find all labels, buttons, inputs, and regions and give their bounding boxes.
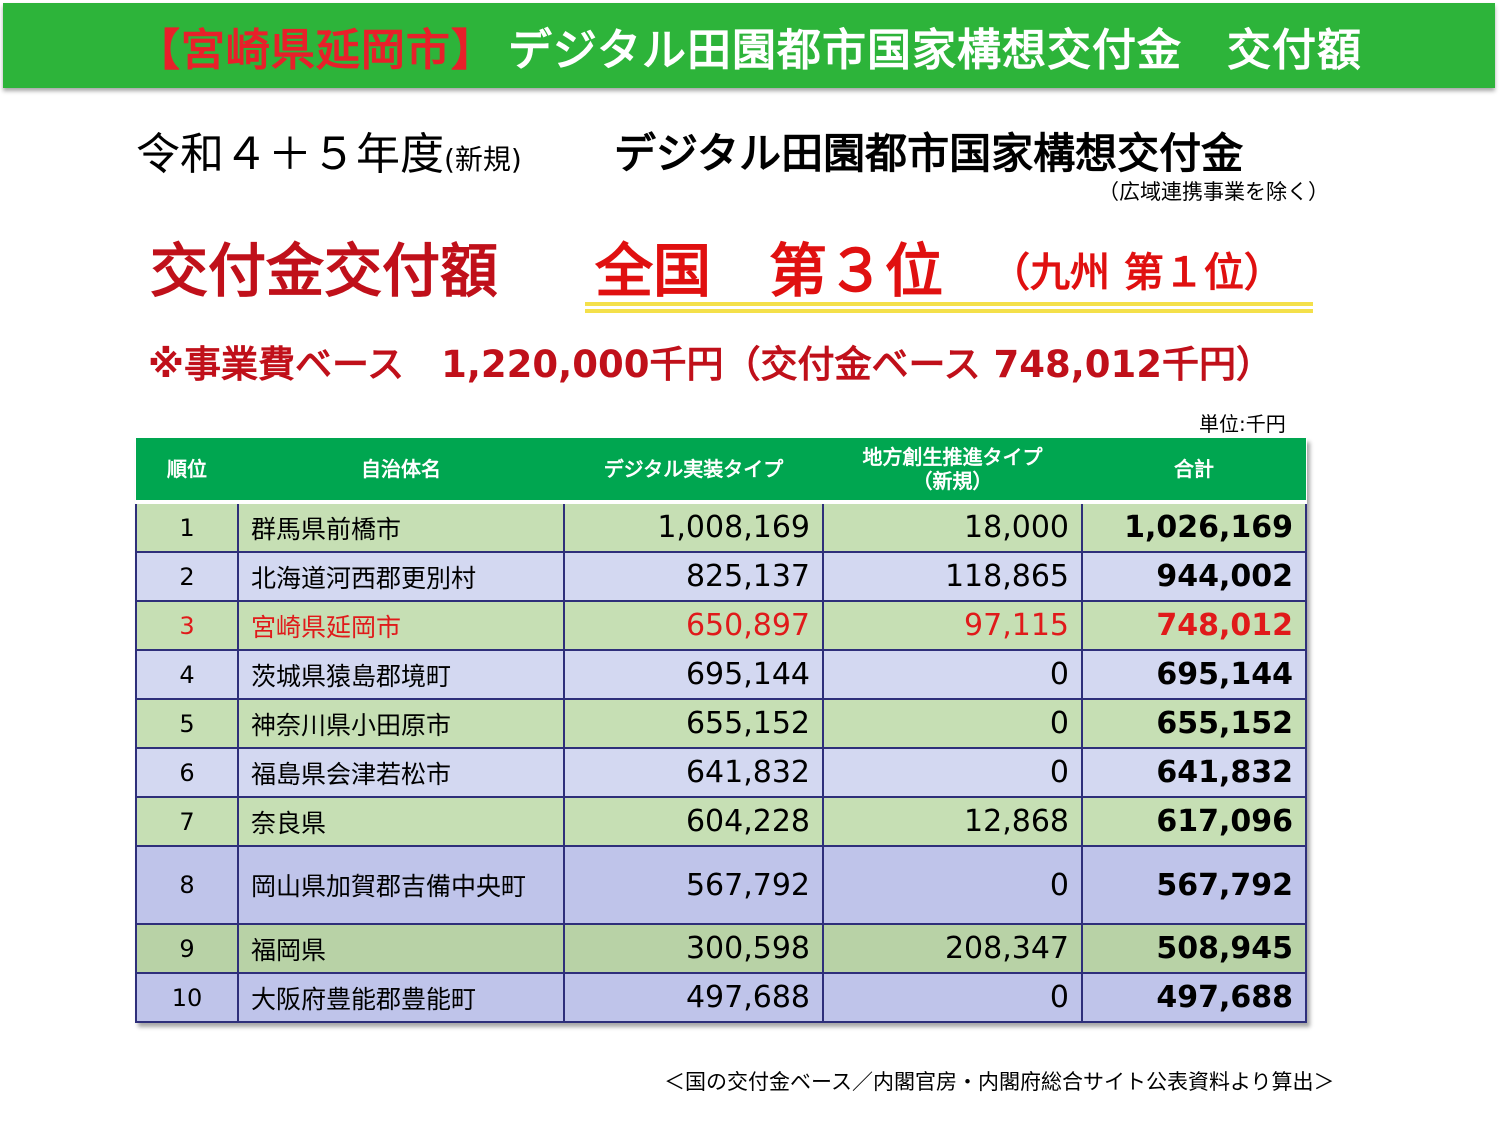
cell-name: 福島県会津若松市	[237, 747, 565, 798]
banner-city: 【宮崎県延岡市】	[135, 24, 496, 76]
table-row: 6 福島県会津若松市 641,832 0 641,832	[135, 747, 1307, 798]
cell-rank: 8	[135, 845, 239, 925]
unit-label: 単位:千円	[1199, 412, 1286, 436]
cell-total: 497,688	[1081, 972, 1307, 1023]
subtitle: 令和４＋５年度(新規) デジタル田園都市国家構想交付金	[136, 118, 1336, 180]
cell-total: 567,792	[1081, 845, 1307, 925]
cell-regional: 18,000	[822, 501, 1083, 553]
header-regional: 地方創生推進タイプ （新規）	[823, 438, 1082, 504]
highlight-underline	[585, 302, 1313, 306]
cell-rank: 3	[135, 600, 239, 651]
cell-rank: 9	[135, 923, 239, 974]
cell-name: 茨城県猿島郡境町	[237, 649, 565, 700]
highlight-underline-2	[585, 309, 1313, 313]
table-row: 8 岡山県加賀郡吉備中央町 567,792 0 567,792	[135, 845, 1307, 925]
cell-digital: 695,144	[563, 649, 824, 700]
cell-total: 695,144	[1081, 649, 1307, 700]
cell-rank: 1	[135, 501, 239, 553]
cell-regional: 0	[822, 845, 1083, 925]
cell-total: 508,945	[1081, 923, 1307, 974]
new-tag: (新規)	[444, 143, 522, 176]
cell-name: 奈良県	[237, 796, 565, 847]
cell-name: 大阪府豊能郡豊能町	[237, 972, 565, 1023]
cell-name: 群馬県前橋市	[237, 501, 565, 553]
header-rank: 順位	[136, 438, 238, 504]
exclusion-note: （広域連携事業を除く）	[1098, 180, 1329, 204]
cell-name: 宮崎県延岡市	[237, 600, 565, 651]
cell-digital: 1,008,169	[563, 501, 824, 553]
banner-title: デジタル田園都市国家構想交付金 交付額	[507, 24, 1363, 76]
title-banner: 【宮崎県延岡市】 デジタル田園都市国家構想交付金 交付額	[3, 3, 1495, 88]
table-row: 1 群馬県前橋市 1,008,169 18,000 1,026,169	[135, 501, 1307, 553]
cell-regional: 208,347	[822, 923, 1083, 974]
grant-name: デジタル田園都市国家構想交付金	[614, 129, 1244, 178]
cell-rank: 10	[135, 972, 239, 1023]
headline-rank: 全国 第３位	[595, 237, 944, 305]
cost-basis-note: ※事業費ベース 1,220,000千円（交付金ベース 748,012千円）	[148, 343, 1273, 386]
cell-name: 福岡県	[237, 923, 565, 974]
cell-rank: 7	[135, 796, 239, 847]
table-row: 5 神奈川県小田原市 655,152 0 655,152	[135, 698, 1307, 749]
cell-name: 北海道河西郡更別村	[237, 551, 565, 602]
cell-digital: 604,228	[563, 796, 824, 847]
cell-total: 641,832	[1081, 747, 1307, 798]
cell-name: 岡山県加賀郡吉備中央町	[237, 845, 565, 925]
fiscal-year: 令和４＋５年度(新規)	[136, 129, 522, 180]
header-total: 合計	[1082, 438, 1306, 504]
cell-rank: 4	[135, 649, 239, 700]
cell-total: 617,096	[1081, 796, 1307, 847]
header-digital: デジタル実装タイプ	[564, 438, 823, 504]
headline-kyushu: （九州 第１位）	[990, 250, 1284, 296]
table-row: 4 茨城県猿島郡境町 695,144 0 695,144	[135, 649, 1307, 700]
cell-regional: 0	[822, 698, 1083, 749]
cell-name: 神奈川県小田原市	[237, 698, 565, 749]
cell-rank: 6	[135, 747, 239, 798]
cell-regional: 118,865	[822, 551, 1083, 602]
cell-digital: 641,832	[563, 747, 824, 798]
cell-rank: 5	[135, 698, 239, 749]
table-row: 9 福岡県 300,598 208,347 508,945	[135, 923, 1307, 974]
table-row-highlighted: 3 宮崎県延岡市 650,897 97,115 748,012	[135, 600, 1307, 651]
table-row: 2 北海道河西郡更別村 825,137 118,865 944,002	[135, 551, 1307, 602]
cell-total: 655,152	[1081, 698, 1307, 749]
cell-regional: 12,868	[822, 796, 1083, 847]
cell-digital: 567,792	[563, 845, 824, 925]
cell-rank: 2	[135, 551, 239, 602]
headline: 交付金交付額 全国 第３位 （九州 第１位）	[150, 224, 1350, 305]
table-row: 10 大阪府豊能郡豊能町 497,688 0 497,688	[135, 972, 1307, 1023]
cell-digital: 655,152	[563, 698, 824, 749]
table-row: 7 奈良県 604,228 12,868 617,096	[135, 796, 1307, 847]
cell-digital: 825,137	[563, 551, 824, 602]
cell-digital: 497,688	[563, 972, 824, 1023]
source-note: ＜国の交付金ベース／内閣官房・内閣府総合サイト公表資料より算出＞	[664, 1070, 1335, 1094]
table-header-row: 順位 自治体名 デジタル実装タイプ 地方創生推進タイプ （新規） 合計	[136, 438, 1306, 504]
header-name: 自治体名	[238, 438, 564, 504]
cell-regional: 0	[822, 747, 1083, 798]
cell-digital: 650,897	[563, 600, 824, 651]
cell-regional: 97,115	[822, 600, 1083, 651]
cell-total: 748,012	[1081, 600, 1307, 651]
cell-regional: 0	[822, 972, 1083, 1023]
headline-main: 交付金交付額	[150, 237, 499, 305]
ranking-table: 順位 自治体名 デジタル実装タイプ 地方創生推進タイプ （新規） 合計 1 群馬県…	[135, 438, 1307, 1023]
cell-total: 1,026,169	[1081, 501, 1307, 553]
cell-digital: 300,598	[563, 923, 824, 974]
cell-regional: 0	[822, 649, 1083, 700]
cell-total: 944,002	[1081, 551, 1307, 602]
